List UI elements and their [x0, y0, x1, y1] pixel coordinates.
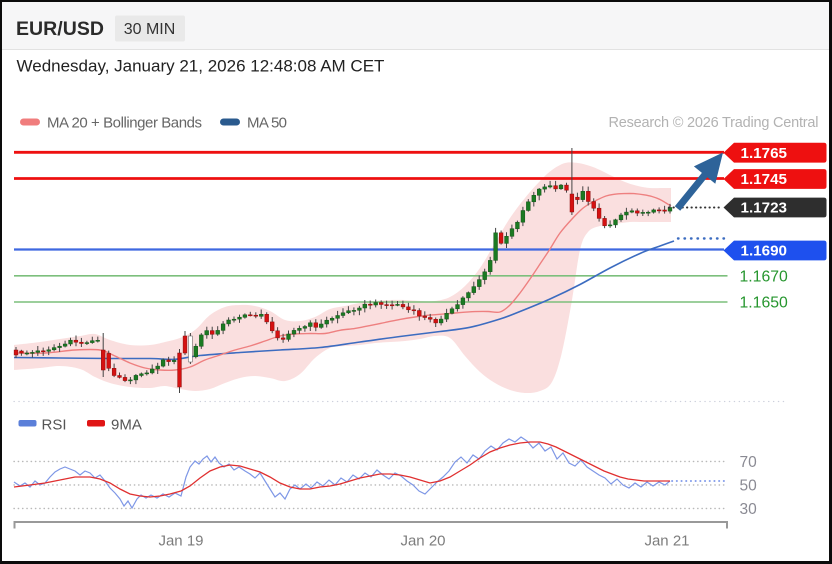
svg-text:1.1723: 1.1723 — [741, 200, 788, 217]
svg-text:RSI: RSI — [42, 417, 67, 434]
svg-text:MA 20 + Bollinger Bands: MA 20 + Bollinger Bands — [47, 115, 202, 132]
svg-text:Wednesday, January 21, 2026 12: Wednesday, January 21, 2026 12:48:08 AM … — [17, 57, 385, 76]
svg-text:9MA: 9MA — [111, 417, 142, 434]
svg-text:Jan 19: Jan 19 — [158, 533, 203, 550]
svg-text:1.1745: 1.1745 — [741, 171, 788, 188]
svg-text:1.1765: 1.1765 — [741, 145, 788, 162]
svg-text:1.1670: 1.1670 — [740, 269, 789, 286]
svg-text:30 MIN: 30 MIN — [124, 21, 176, 38]
svg-text:70: 70 — [740, 454, 758, 471]
svg-text:Research © 2026 Trading Centra: Research © 2026 Trading Central — [609, 115, 819, 131]
svg-text:50: 50 — [740, 478, 758, 495]
svg-text:30: 30 — [740, 501, 758, 518]
svg-text:1.1690: 1.1690 — [741, 243, 788, 260]
svg-text:MA 50: MA 50 — [247, 115, 287, 132]
svg-text:Jan 21: Jan 21 — [644, 533, 689, 550]
svg-text:Jan 20: Jan 20 — [400, 533, 445, 550]
svg-text:EUR/USD: EUR/USD — [16, 18, 104, 40]
svg-text:1.1650: 1.1650 — [740, 295, 789, 312]
